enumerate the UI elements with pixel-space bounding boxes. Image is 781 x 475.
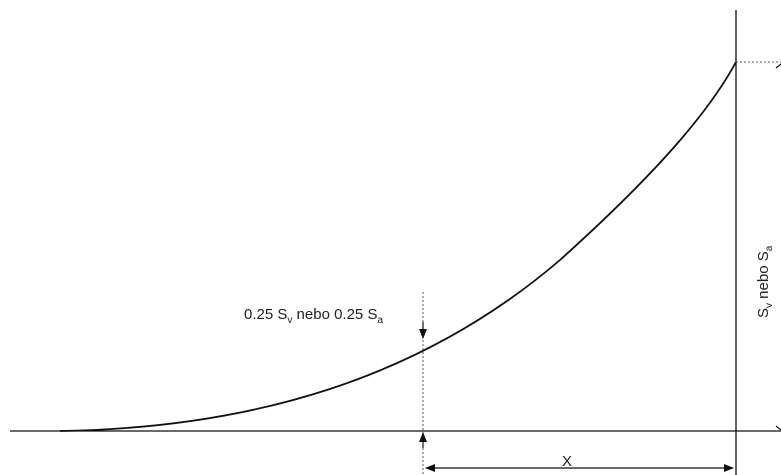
right-dimension-tick-bottom: [775, 425, 781, 431]
response-curve: [59, 61, 737, 432]
right-dimension-tick-top: [775, 63, 781, 69]
quarter-value-label: 0.25 Sv nebo 0.25 Sa: [244, 306, 383, 326]
full-value-label: Sv nebo Sa: [755, 245, 775, 318]
x-dimension-label: X: [562, 453, 572, 470]
